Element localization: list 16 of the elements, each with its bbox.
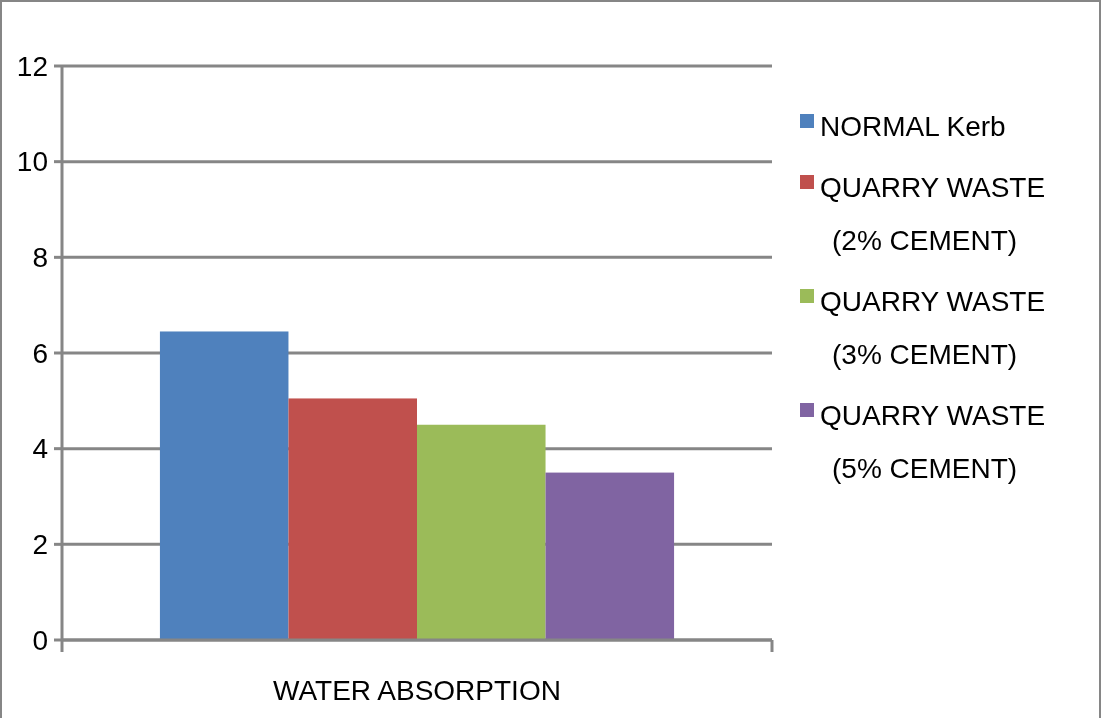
- legend-label: QUARRY WASTE (3% CEMENT): [820, 286, 1046, 370]
- y-tick-label: 10: [16, 146, 48, 178]
- legend-label: NORMAL Kerb: [820, 111, 1006, 142]
- legend-label: QUARRY WASTE (5% CEMENT): [820, 400, 1046, 484]
- bar: [545, 472, 675, 640]
- bar: [417, 424, 546, 640]
- y-tick-label: 0: [32, 624, 48, 656]
- y-tick-label: 8: [32, 242, 48, 274]
- y-tick-label: 6: [32, 337, 48, 369]
- bar: [288, 398, 417, 640]
- bar: [159, 331, 289, 640]
- y-tick-label: 12: [16, 50, 48, 82]
- y-tick-label: 4: [32, 433, 48, 465]
- x-tick-label: WATER ABSORPTION: [273, 675, 561, 706]
- legend-label: QUARRY WASTE (2% CEMENT): [820, 172, 1046, 256]
- y-tick-label: 2: [32, 529, 48, 561]
